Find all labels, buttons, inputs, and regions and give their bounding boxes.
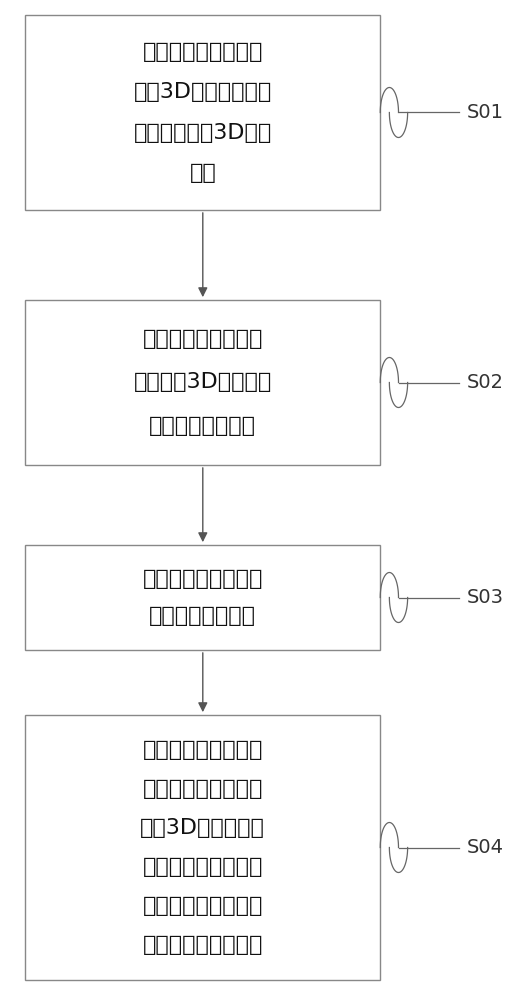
Text: S02: S02 [466,373,503,392]
Text: 定位单元判断用户相: 定位单元判断用户相 [142,569,263,589]
Bar [25,15,380,210]
Text: 集的图像判断用户对: 集的图像判断用户对 [142,779,263,799]
Text: 户对虚拟3D控制画面: 户对虚拟3D控制画面 [134,372,272,392]
Text: 画面: 画面 [190,163,216,183]
Text: 手势识别单元根据采: 手势识别单元根据采 [142,740,263,760]
Text: 对显示单元的位置: 对显示单元的位置 [149,606,257,626]
Text: 位置对应的控制指令: 位置对应的控制指令 [142,896,263,916]
Text: 发给相应的执行单元: 发给相应的执行单元 [142,935,263,955]
Text: 的点击动作的图像: 的点击动作的图像 [149,416,257,436]
Text: 点击位置，并将点击: 点击位置，并将点击 [142,857,263,877]
Text: 面，3D单元将控制画: 面，3D单元将控制画 [134,82,272,102]
Bar [25,545,380,650]
Bar [25,715,380,980]
Text: 显示单元显示控制画: 显示单元显示控制画 [142,42,263,62]
Text: 面转换为虚拟3D控制: 面转换为虚拟3D控制 [134,123,272,143]
Text: 图像采集单元采集用: 图像采集单元采集用 [142,329,263,349]
Text: 虚拟3D控制画面的: 虚拟3D控制画面的 [140,818,265,838]
Text: S03: S03 [466,588,503,607]
Text: S01: S01 [466,103,503,122]
Bar [25,300,380,465]
Text: S04: S04 [466,838,503,857]
